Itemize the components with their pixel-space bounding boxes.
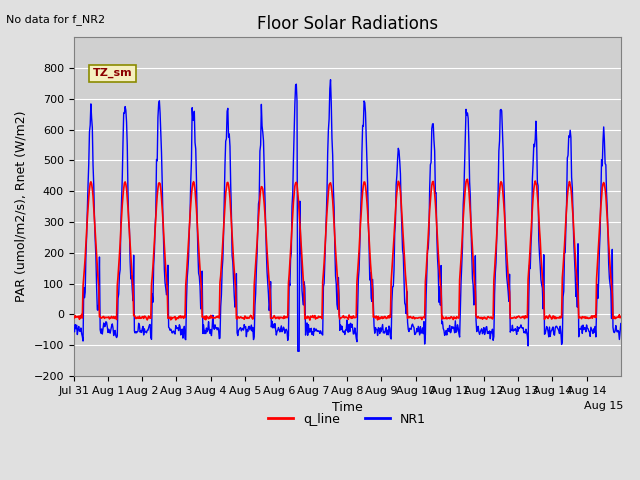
NR1 xyxy=(326,77,334,83)
q_line xyxy=(306,317,314,323)
q_line xyxy=(435,261,443,266)
Title: Floor Solar Radiations: Floor Solar Radiations xyxy=(257,15,438,33)
Legend: q_line, NR1: q_line, NR1 xyxy=(263,408,431,431)
q_line xyxy=(262,224,269,229)
NR1 xyxy=(282,326,290,332)
NR1 xyxy=(295,348,303,354)
q_line xyxy=(282,314,290,320)
NR1 xyxy=(436,284,444,289)
Y-axis label: PAR (umol/m2/s), Rnet (W/m2): PAR (umol/m2/s), Rnet (W/m2) xyxy=(15,111,28,302)
NR1 xyxy=(405,329,413,335)
q_line xyxy=(235,314,243,320)
NR1 xyxy=(134,328,142,334)
Line: q_line: q_line xyxy=(74,180,621,320)
NR1 xyxy=(235,327,243,333)
NR1 xyxy=(70,325,77,331)
Text: Aug 15: Aug 15 xyxy=(584,401,623,411)
NR1 xyxy=(617,321,625,326)
q_line xyxy=(463,177,471,182)
Text: No data for f_NR2: No data for f_NR2 xyxy=(6,14,106,25)
q_line xyxy=(134,315,142,321)
NR1 xyxy=(262,221,269,227)
q_line xyxy=(404,314,412,320)
q_line xyxy=(617,314,625,320)
Line: NR1: NR1 xyxy=(74,80,621,351)
q_line xyxy=(70,315,77,321)
X-axis label: Time: Time xyxy=(332,401,363,414)
Text: TZ_sm: TZ_sm xyxy=(93,68,132,78)
